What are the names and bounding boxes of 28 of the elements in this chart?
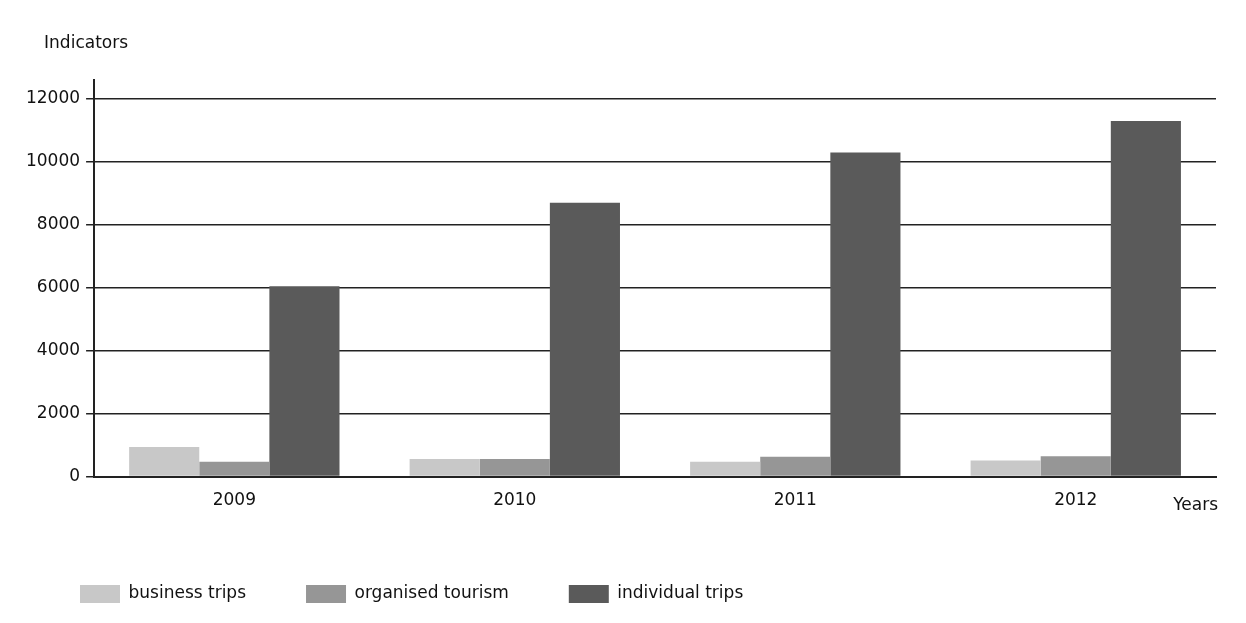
bar bbox=[269, 286, 340, 476]
bar bbox=[549, 202, 620, 476]
y-tick-label: 0 bbox=[69, 465, 81, 486]
x-tick-label: 2010 bbox=[493, 489, 537, 510]
bar bbox=[830, 152, 901, 476]
y-tick-label: 8000 bbox=[36, 213, 81, 234]
bar bbox=[199, 461, 270, 476]
bar bbox=[129, 447, 200, 476]
legend-label: organised tourism bbox=[354, 582, 509, 603]
bar bbox=[479, 458, 550, 476]
bar bbox=[409, 458, 480, 476]
x-axis-title: Years bbox=[1172, 493, 1219, 514]
y-tick-label: 2000 bbox=[36, 402, 81, 423]
y-tick-label: 4000 bbox=[36, 339, 81, 360]
bar bbox=[690, 461, 761, 476]
y-tick-label: 10000 bbox=[25, 150, 81, 171]
bar bbox=[1040, 456, 1111, 476]
legend-label: business trips bbox=[128, 582, 247, 603]
legend-label: individual trips bbox=[617, 582, 744, 603]
y-tick-label: 6000 bbox=[36, 276, 81, 297]
x-tick-label: 2012 bbox=[1054, 489, 1098, 510]
bar bbox=[970, 460, 1041, 476]
x-tick-label: 2011 bbox=[773, 489, 817, 510]
x-tick-label: 2009 bbox=[212, 489, 256, 510]
y-axis-title: Indicators bbox=[44, 31, 129, 52]
bar bbox=[760, 456, 831, 476]
bar bbox=[1110, 120, 1181, 476]
y-tick-label: 12000 bbox=[25, 87, 81, 108]
